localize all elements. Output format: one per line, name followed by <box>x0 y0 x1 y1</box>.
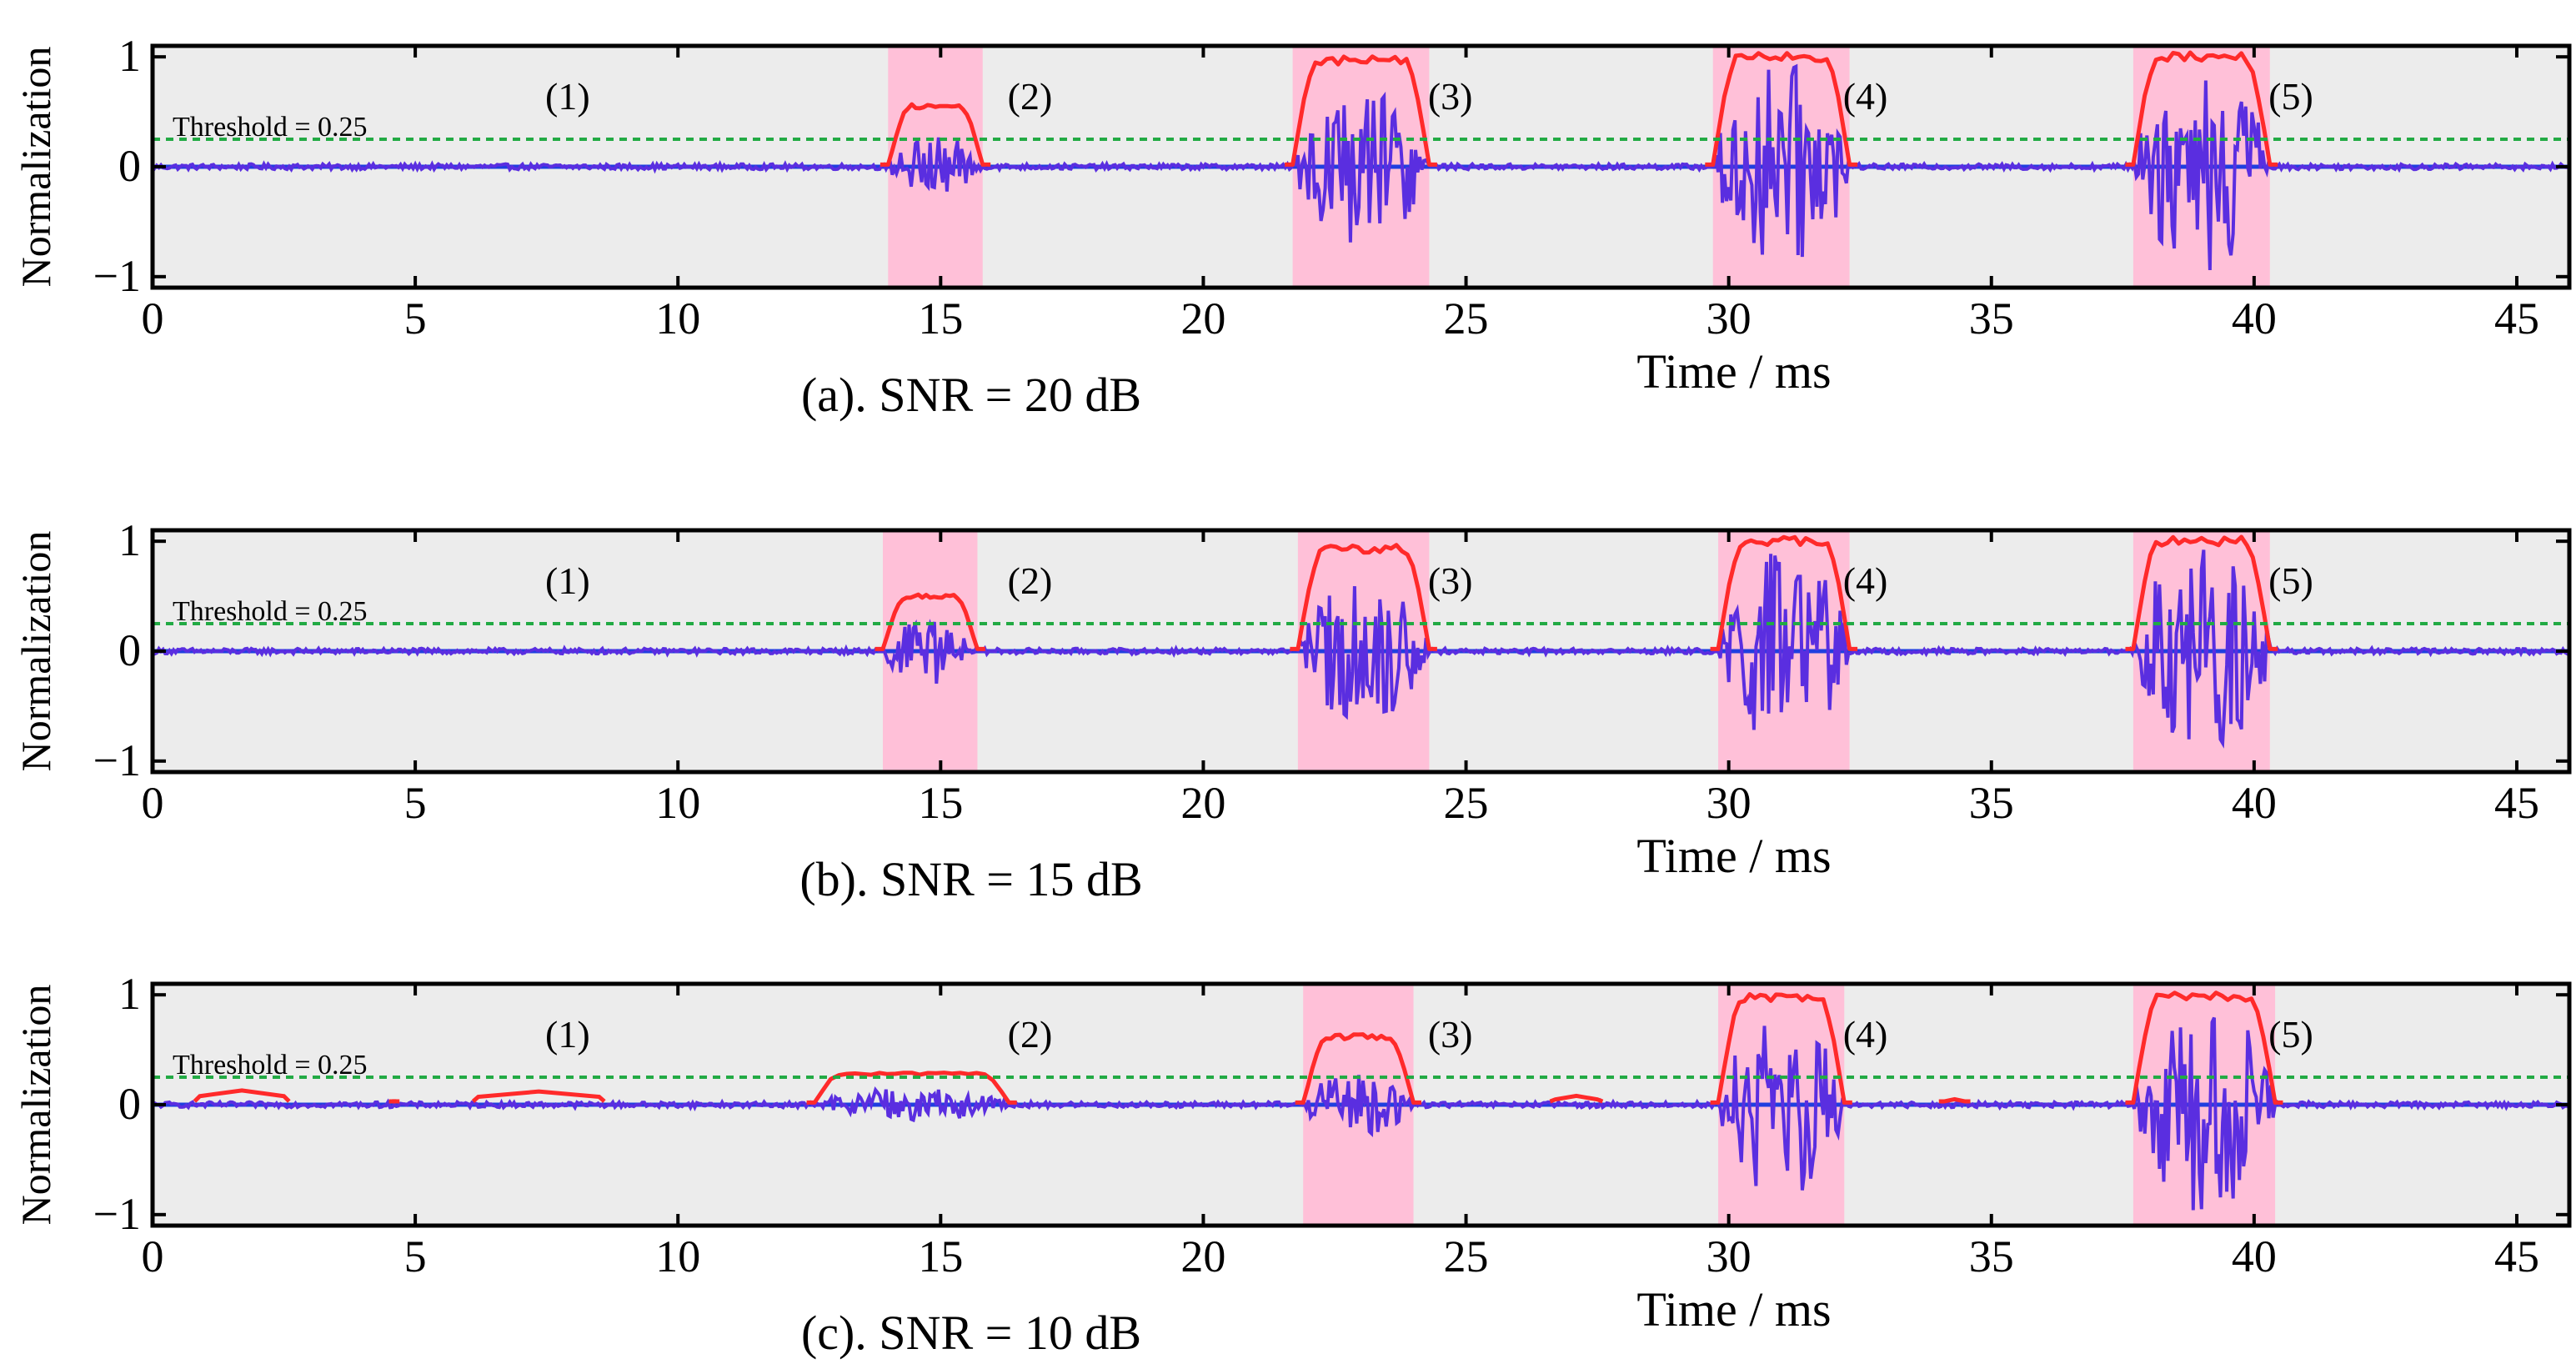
x-tick-label: 30 <box>1706 778 1752 828</box>
x-tick-label: 25 <box>1444 778 1489 828</box>
panel-caption: (a). SNR = 20 dB <box>801 368 1141 422</box>
x-axis-label: Time / ms <box>1636 344 1831 399</box>
envelope-noise-blip-5 <box>1938 1096 1971 1104</box>
y-tick-label: −1 <box>93 1189 141 1239</box>
chart-panel-1: Threshold = 0.25(1) (2) (3) (4) (5)0 5 10 15 20 2… <box>13 31 2572 422</box>
envelope-series-segment-4 <box>1710 992 1852 1105</box>
envelope-noise-blip-4 <box>1549 1093 1604 1104</box>
envelope-series-segment-3 <box>1290 543 1437 651</box>
x-tick-label: 20 <box>1180 293 1225 344</box>
segment-label-4: (4) <box>1843 75 1888 118</box>
segment-label-5: (5) <box>2268 75 2313 118</box>
x-tick-label: 5 <box>404 778 427 828</box>
y-axis-label: Normalization <box>13 47 59 288</box>
envelope-series-segment-5 <box>2125 50 2278 167</box>
plot-data <box>153 50 2569 271</box>
plot-data <box>153 990 2569 1211</box>
y-tick-label: −1 <box>93 251 141 301</box>
x-axis-label: Time / ms <box>1636 1282 1831 1336</box>
x-tick-label: 40 <box>2232 293 2277 344</box>
y-axis-label: Normalization <box>13 985 59 1226</box>
x-tick-label: 45 <box>2494 293 2539 344</box>
x-tick-label: 0 <box>142 293 164 344</box>
x-tick-label: 0 <box>142 778 164 828</box>
x-tick-label: 5 <box>404 1231 427 1281</box>
y-axis-label: Normalization <box>13 531 59 772</box>
y-tick-label: 0 <box>118 141 141 191</box>
segment-label-2: (2) <box>1008 75 1053 118</box>
signal-series <box>153 549 2569 749</box>
envelope-series-segment-2 <box>875 592 985 651</box>
segment-label-2: (2) <box>1008 559 1053 602</box>
x-tick-label: 5 <box>404 293 427 344</box>
envelope-series-segment-5 <box>2125 534 2278 651</box>
threshold-label: Threshold = 0.25 <box>173 596 368 627</box>
x-tick-label: 15 <box>918 293 963 344</box>
envelope-series-segment-2 <box>880 102 991 167</box>
segment-label-4: (4) <box>1843 1013 1888 1056</box>
envelope-noise-blip-1 <box>193 1088 291 1103</box>
segment-label-3: (3) <box>1428 75 1473 118</box>
x-tick-label: 20 <box>1180 1231 1225 1281</box>
x-tick-label: 15 <box>918 1231 963 1281</box>
x-tick-label: 45 <box>2494 1231 2539 1281</box>
chart-panel-2: Threshold = 0.25(1) (2) (3) (4) (5)0 5 10 15 20 2… <box>13 515 2572 906</box>
y-tick-label: 0 <box>118 1079 141 1129</box>
x-tick-label: 15 <box>918 778 963 828</box>
x-tick-label: 10 <box>655 293 700 344</box>
x-tick-label: 35 <box>1969 1231 2014 1281</box>
envelope-noise-blip-3 <box>471 1089 606 1103</box>
x-tick-label: 35 <box>1969 293 2014 344</box>
envelope-series-segment-3 <box>1285 54 1437 167</box>
x-tick-label: 40 <box>2232 1231 2277 1281</box>
x-tick-label: 30 <box>1706 293 1752 344</box>
signal-series <box>153 63 2569 271</box>
segment-label-5: (5) <box>2268 1013 2313 1056</box>
x-tick-label: 10 <box>655 778 700 828</box>
envelope-series-segment-4 <box>1710 534 1858 651</box>
x-tick-label: 20 <box>1180 778 1225 828</box>
y-tick-label: 1 <box>118 31 141 81</box>
y-tick-label: 1 <box>118 515 141 565</box>
x-tick-label: 0 <box>142 1231 164 1281</box>
segment-label-1: (1) <box>545 559 590 602</box>
envelope-series-segment-4 <box>1705 51 1858 167</box>
envelope-series-segment-2 <box>806 1071 1017 1105</box>
segment-label-3: (3) <box>1428 559 1473 602</box>
x-tick-label: 40 <box>2232 778 2277 828</box>
y-tick-label: 1 <box>118 969 141 1019</box>
x-tick-label: 35 <box>1969 778 2014 828</box>
segment-label-3: (3) <box>1428 1013 1473 1056</box>
y-tick-label: −1 <box>93 735 141 785</box>
x-tick-label: 25 <box>1444 293 1489 344</box>
panel-caption: (c). SNR = 10 dB <box>801 1306 1141 1360</box>
plot-data <box>153 534 2569 749</box>
x-tick-label: 25 <box>1444 1231 1489 1281</box>
segment-label-1: (1) <box>545 75 590 118</box>
y-tick-label: 0 <box>118 625 141 675</box>
threshold-label: Threshold = 0.25 <box>173 1050 368 1081</box>
threshold-label: Threshold = 0.25 <box>173 112 368 143</box>
x-tick-label: 30 <box>1706 1231 1752 1281</box>
envelope-series-segment-3 <box>1295 1032 1421 1105</box>
x-tick-label: 45 <box>2494 778 2539 828</box>
segment-label-4: (4) <box>1843 559 1888 602</box>
segment-label-2: (2) <box>1008 1013 1053 1056</box>
envelope-noise-blip-2 <box>388 1099 400 1104</box>
chart-panel-3: Threshold = 0.25(1) (2) (3) (4) (5)0 5 10 15 20 2… <box>13 969 2572 1360</box>
x-axis-label: Time / ms <box>1636 829 1831 883</box>
signal-series <box>153 1016 2569 1211</box>
x-tick-label: 10 <box>655 1231 700 1281</box>
envelope-series-segment-5 <box>2125 990 2283 1105</box>
panel-caption: (b). SNR = 15 dB <box>799 852 1142 906</box>
segment-label-5: (5) <box>2268 559 2313 602</box>
segment-label-1: (1) <box>545 1013 590 1056</box>
